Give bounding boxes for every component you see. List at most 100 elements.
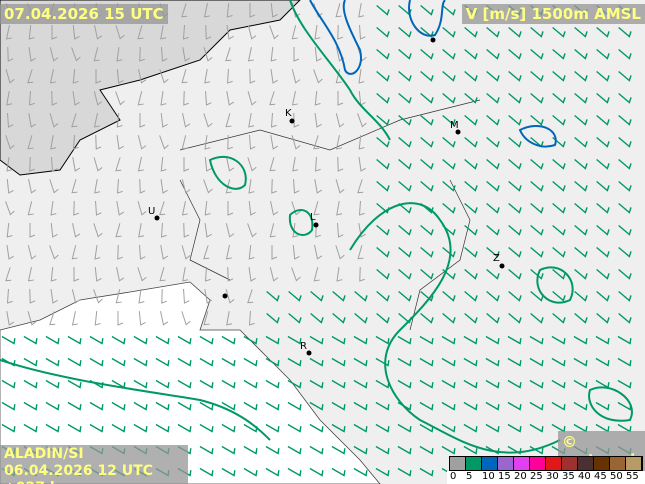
wind-barb [71,289,81,304]
wind-barb [293,47,300,62]
wind-barb [293,178,300,194]
wind-barb [508,70,522,82]
wind-barb [227,201,234,216]
wind-barb [420,92,434,104]
wind-barb [335,3,342,18]
wind-barb [116,201,125,216]
wind-barb [315,222,321,238]
wind-barb [420,114,434,126]
wind-barb [529,423,544,433]
wind-barb [420,290,434,302]
wind-barb [397,423,412,433]
legend-swatch [466,457,482,470]
wind-barb [530,92,544,104]
wind-barb [183,222,190,238]
wind-barb [574,114,588,126]
wind-barb [618,158,632,170]
wind-barb [530,224,544,236]
wind-barb [137,201,147,216]
wind-barb [596,246,610,258]
wind-barb [177,335,192,345]
wind-barb [442,114,456,126]
contour-5 [349,202,561,454]
wind-barb [331,445,346,455]
wind-barb [314,90,321,106]
legend-swatch [450,457,466,470]
wind-barb [551,357,566,367]
contour-10 [518,125,557,148]
wind-barb [375,467,390,477]
wind-barb [291,267,301,282]
wind-barb [138,288,145,304]
wind-barb [204,69,211,84]
wind-barb [376,180,390,192]
legend-swatch [594,457,610,470]
wind-barb [45,423,60,433]
wind-barb [95,134,102,150]
wind-barb [485,335,500,345]
wind-barb [199,357,214,367]
wind-barb [331,357,346,367]
wind-barb [596,70,610,82]
wind-barb [182,47,191,62]
wind-barb [204,156,212,172]
wind-barb [463,379,478,389]
wind-barb [27,267,34,282]
wind-barb [617,423,632,433]
wind-barb [357,113,367,128]
wind-barb [595,357,610,367]
wind-barb [530,246,544,258]
wind-barb [486,312,500,324]
wind-barb [67,423,82,433]
wind-barb [353,335,368,345]
wind-barb [353,379,368,389]
wind-barb [398,4,412,16]
wind-barb [29,156,35,172]
wind-barb [398,114,412,126]
wind-barb [375,423,390,433]
legend-swatch [530,457,546,470]
wind-barb [313,201,320,216]
wind-barb [420,136,434,148]
wind-barb [595,401,610,411]
wind-barb [375,445,390,455]
wind-barb [486,180,500,192]
wind-barb [331,401,346,411]
wind-barb [618,312,632,324]
city-label: Z [493,253,500,264]
wind-barb [29,288,36,304]
wind-barb [398,180,412,192]
wind-barb [287,423,302,433]
wind-barb [486,290,500,302]
wind-barb [376,246,390,258]
wind-barb [93,157,103,172]
wind-barb [486,70,500,82]
wind-barb [72,24,80,40]
wind-barb [353,445,368,455]
wind-barb [23,335,38,345]
wind-barb [551,335,566,345]
wind-barb [552,268,566,280]
wind-barb [49,69,56,84]
wind-barb [376,114,390,126]
wind-barb [442,4,456,16]
wind-barb [28,24,35,40]
wind-barb [375,401,390,411]
wind-barb [464,48,478,60]
wind-barb [287,357,302,367]
wind-barb [45,401,60,411]
wind-barb [199,379,214,389]
wind-barb [177,423,192,433]
wind-barb [335,245,345,260]
wind-barb [116,68,124,84]
wind-barb [50,266,57,282]
wind-barb [530,114,544,126]
wind-barb [243,445,258,455]
wind-barb [115,223,122,238]
wind-barb [291,135,301,150]
wind-barb [89,401,104,411]
wind-barb [420,158,434,170]
wind-barb [221,379,236,389]
wind-barb [203,179,213,194]
